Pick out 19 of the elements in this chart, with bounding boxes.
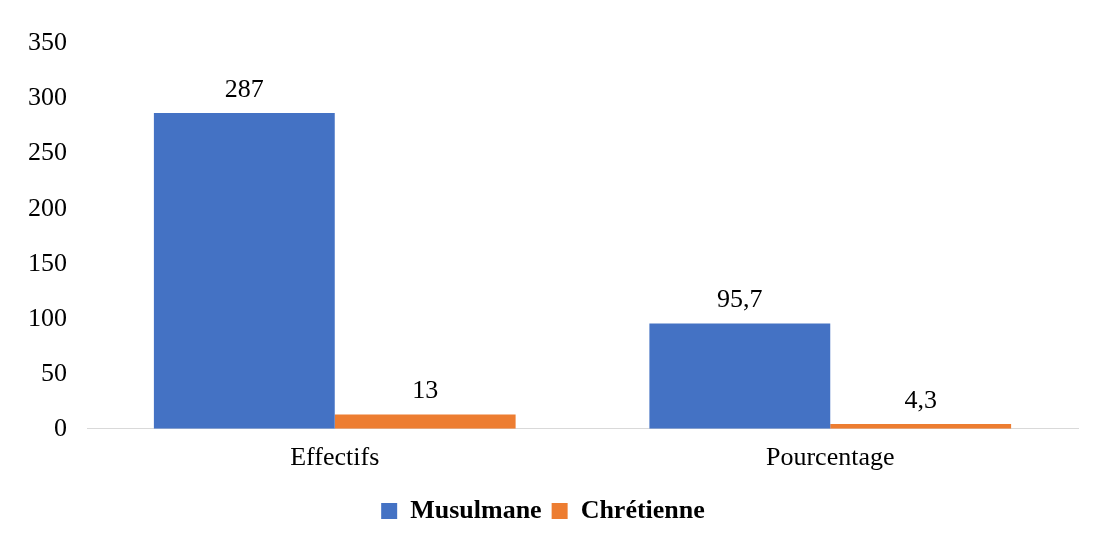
y-tick-label: 150 xyxy=(28,247,67,277)
y-tick-label: 250 xyxy=(28,137,67,167)
y-tick-label: 200 xyxy=(28,192,67,222)
bar xyxy=(649,323,831,429)
bar xyxy=(153,112,335,429)
data-label: 287 xyxy=(224,73,264,103)
y-tick-label: 50 xyxy=(41,357,67,387)
y-tick-label: 100 xyxy=(28,302,67,332)
legend-label: Chrétienne xyxy=(580,494,705,524)
y-tick-label: 0 xyxy=(54,412,67,442)
x-tick-label: Effectifs xyxy=(290,442,380,472)
legend-label: Musulmane xyxy=(410,494,542,524)
data-label: 4,3 xyxy=(904,384,937,414)
y-tick-label: 300 xyxy=(28,82,67,112)
y-tick-label: 350 xyxy=(28,27,67,57)
data-label: 13 xyxy=(412,375,439,405)
x-tick-label: Pourcentage xyxy=(765,442,895,472)
data-label: 95,7 xyxy=(717,284,763,314)
bar xyxy=(334,414,516,429)
